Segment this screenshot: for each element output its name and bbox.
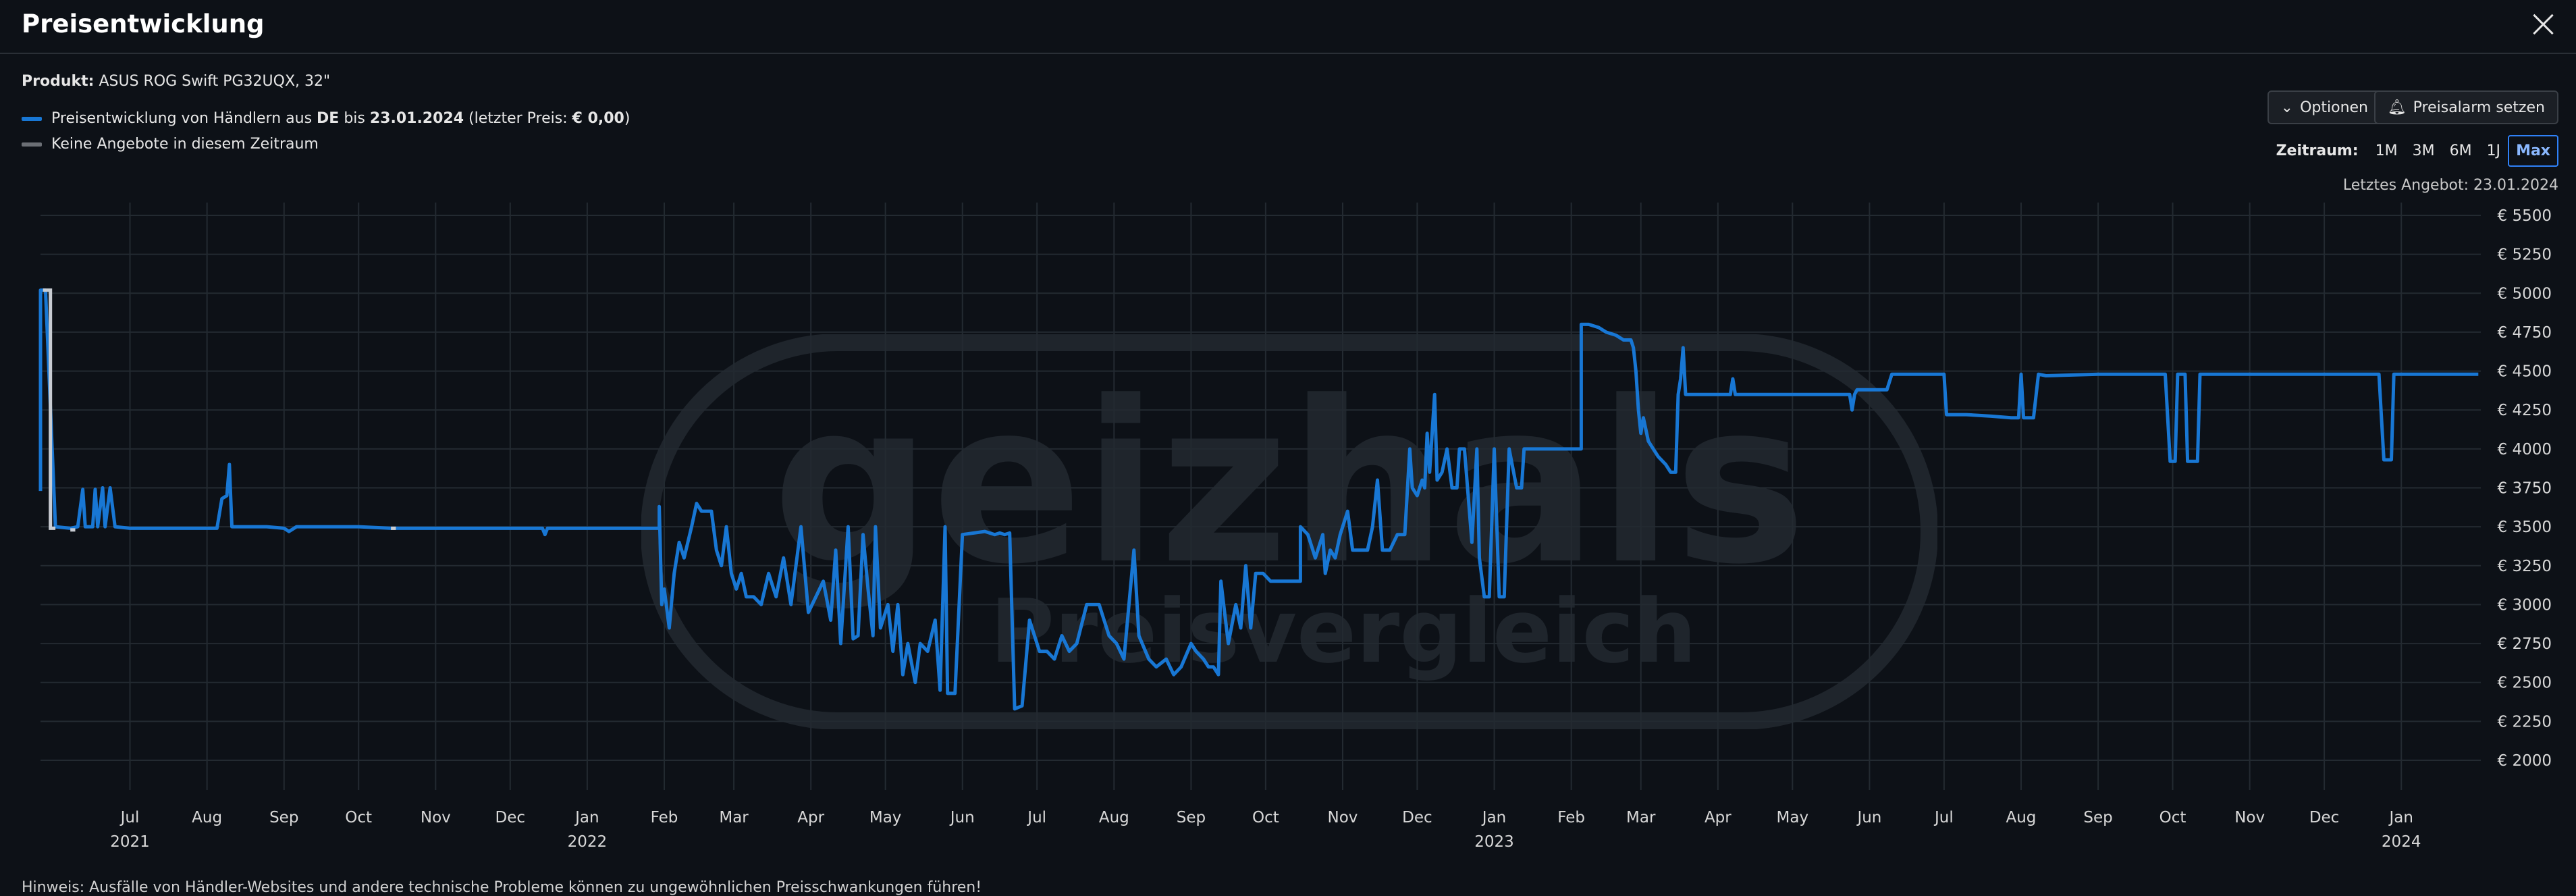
- y-tick-label: € 5250: [2498, 246, 2552, 264]
- x-tick-label: Jul: [1933, 809, 1954, 826]
- legend-series-country: DE: [317, 110, 340, 127]
- x-tick-label: Jul: [119, 809, 140, 826]
- range-option-3m[interactable]: 3M: [2412, 142, 2435, 159]
- y-tick-label: € 3500: [2498, 519, 2552, 536]
- y-tick-label: € 2250: [2498, 713, 2552, 731]
- x-tick-label: Jan: [574, 809, 599, 826]
- options-label: Optionen: [2300, 99, 2368, 116]
- x-tick-label: May: [869, 809, 902, 826]
- range-option-max[interactable]: Max: [2508, 134, 2558, 167]
- range-option-1m[interactable]: 1M: [2375, 142, 2398, 159]
- range-option-6m[interactable]: 6M: [2449, 142, 2472, 159]
- x-tick-label: Aug: [1099, 809, 1129, 826]
- product-name: ASUS ROG Swift PG32UQX, 32": [99, 73, 331, 90]
- x-year-label: 2024: [2382, 833, 2421, 851]
- no-offer-layer: [43, 288, 396, 532]
- y-tick-label: € 4250: [2498, 402, 2552, 419]
- last-offer-info: Letztes Angebot: 23.01.2024: [2342, 177, 2558, 194]
- x-tick-label: Oct: [1252, 809, 1279, 826]
- time-range-selector: Zeitraum: 1M 3M 6M 1J Max: [2276, 134, 2558, 167]
- legend-series-last-suffix: ): [624, 110, 630, 127]
- y-tick-label: € 5500: [2498, 207, 2552, 225]
- x-year-label: 2022: [568, 833, 608, 851]
- x-tick-label: Nov: [1328, 809, 1358, 826]
- x-tick-label: Sep: [1177, 809, 1206, 826]
- y-tick-label: € 5000: [2498, 285, 2552, 302]
- x-tick-label: Apr: [797, 809, 824, 826]
- time-range-label: Zeitraum:: [2276, 142, 2359, 159]
- no-offer-color-swatch: [22, 142, 42, 147]
- y-tick-label: € 4750: [2498, 324, 2552, 342]
- x-tick-label: Apr: [1705, 809, 1732, 826]
- x-year-label: 2023: [1474, 833, 1514, 851]
- x-tick-label: Dec: [495, 809, 526, 826]
- series-layer: [38, 288, 2479, 711]
- x-tick-label: Jun: [1856, 809, 1881, 826]
- x-tick-label: Sep: [2083, 809, 2112, 826]
- x-tick-label: Aug: [192, 809, 222, 826]
- price-alert-button[interactable]: 🔔︎ Preisalarm setzen: [2373, 90, 2558, 124]
- series-line[interactable]: [38, 288, 2479, 711]
- y-axis: € 5500 € 5250 € 5000 € 4750 € 4500 € 4250 € 40…: [2498, 207, 2552, 770]
- options-button[interactable]: ⌄ Optionen: [2267, 90, 2382, 124]
- x-tick-label: Oct: [345, 809, 372, 826]
- x-tick-label: Oct: [2159, 809, 2186, 826]
- chart-grid: [41, 203, 2481, 790]
- legend-series-date: 23.01.2024: [369, 110, 464, 127]
- x-tick-label: Dec: [1402, 809, 1432, 826]
- range-option-1j[interactable]: 1J: [2486, 142, 2501, 159]
- x-tick-label: May: [1777, 809, 1809, 826]
- page-title: Preisentwicklung: [22, 9, 265, 38]
- x-tick-label: Dec: [2309, 809, 2340, 826]
- disclaimer-note: Hinweis: Ausfälle von Händler-Websites u…: [22, 879, 982, 896]
- x-year-label: 2021: [110, 833, 150, 851]
- no-offer-segment: [43, 288, 56, 530]
- y-tick-label: € 4000: [2498, 441, 2552, 458]
- y-tick-label: € 3000: [2498, 596, 2552, 614]
- legend-last-price: € 0,00: [572, 110, 624, 127]
- legend-item-no-offers[interactable]: Keine Angebote in diesem Zeitraum: [22, 136, 319, 153]
- product-line: Produkt: ASUS ROG Swift PG32UQX, 32": [22, 73, 330, 90]
- x-tick-label: Mar: [719, 809, 749, 826]
- x-tick-label: Mar: [1626, 809, 1656, 826]
- x-tick-label: Nov: [2234, 809, 2265, 826]
- bell-icon: 🔔︎: [2387, 99, 2407, 116]
- x-tick-label: Nov: [421, 809, 451, 826]
- x-tick-label: Jan: [1481, 809, 1506, 826]
- x-tick-label: Jun: [949, 809, 975, 826]
- y-tick-label: € 2000: [2498, 752, 2552, 770]
- chevron-down-icon: ⌄: [2280, 99, 2294, 116]
- legend-series-prefix: Preisentwicklung von Händlern aus: [51, 110, 317, 127]
- legend-item-series[interactable]: Preisentwicklung von Händlern aus DE bis…: [22, 110, 630, 127]
- y-tick-label: € 4500: [2498, 363, 2552, 381]
- x-tick-label: Jul: [1026, 809, 1046, 826]
- y-tick-label: € 3750: [2498, 480, 2552, 498]
- y-tick-label: € 2750: [2498, 635, 2552, 653]
- series-color-swatch: [22, 116, 42, 121]
- dialog-header: Preisentwicklung: [0, 0, 2576, 54]
- y-tick-label: € 3250: [2498, 558, 2552, 575]
- close-icon[interactable]: [2529, 9, 2558, 39]
- x-tick-label: Jan: [2388, 809, 2413, 826]
- price-alert-label: Preisalarm setzen: [2413, 99, 2545, 116]
- x-tick-label: Feb: [651, 809, 678, 826]
- product-label: Produkt:: [22, 73, 95, 90]
- x-tick-label: Sep: [269, 809, 298, 826]
- x-axis: Jul 2021 Aug Sep Oct Nov Dec Jan 2022 Feb Mar Apr Ma…: [110, 809, 2421, 851]
- x-tick-label: Feb: [1557, 809, 1585, 826]
- legend-no-offers-label: Keine Angebote in diesem Zeitraum: [51, 136, 319, 153]
- legend-series-mid: bis: [339, 110, 370, 127]
- price-chart[interactable]: € 5500 € 5250 € 5000 € 4750 € 4500 € 4250 € 40…: [0, 196, 2576, 871]
- y-tick-label: € 2500: [2498, 675, 2552, 692]
- legend-series-last-prefix: (letzter Preis:: [464, 110, 572, 127]
- x-tick-label: Aug: [2006, 809, 2037, 826]
